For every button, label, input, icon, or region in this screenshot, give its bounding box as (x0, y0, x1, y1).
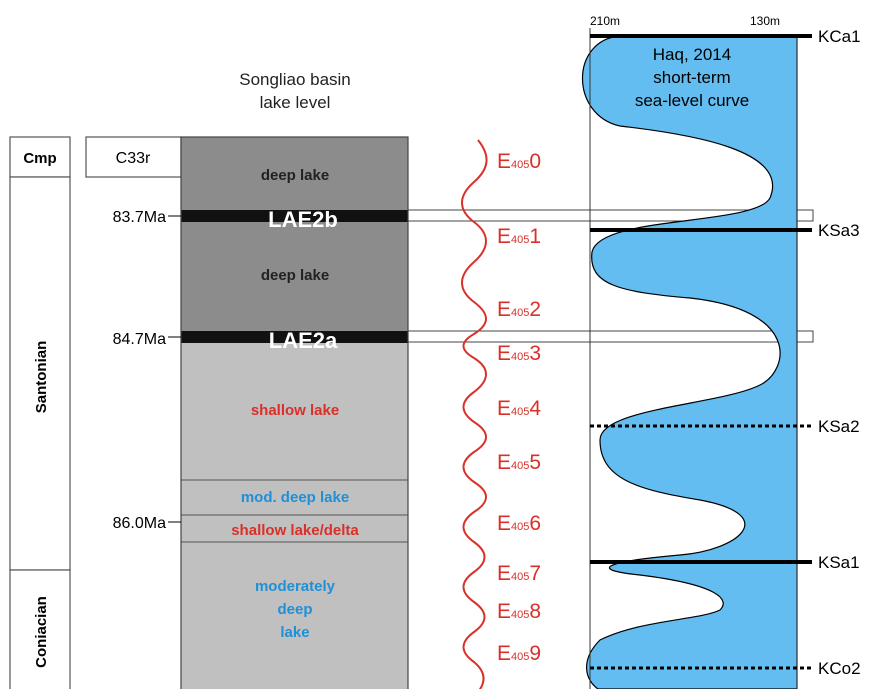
interval-shallow-lake (181, 343, 408, 480)
band-lae2b (181, 210, 408, 222)
lake-level-column: deep lake LAE2b deep lake LAE2a shallow … (180, 136, 409, 689)
label-deep-word: deep (277, 601, 312, 618)
age-84-7: 84.7Ma (113, 331, 166, 348)
e405-8: E4058 (497, 600, 541, 623)
correlation-box-lae2b (407, 209, 814, 222)
e405-labels: E4050 E4051 E4052 E4053 E4054 E4055 E405… (497, 150, 541, 665)
curve-title-3: sea-level curve (635, 91, 749, 110)
chron-label: C33r (116, 150, 151, 167)
label-deep-lake-middle: deep lake (261, 267, 329, 284)
e405-3: E4053 (497, 342, 541, 365)
curve-title-1: Haq, 2014 (653, 45, 731, 64)
e405-9: E4059 (497, 642, 541, 665)
correlation-box-lae2a (407, 330, 814, 343)
sea-level-fill (581, 35, 798, 689)
interval-mod-deep-lake (181, 480, 408, 515)
interval-deep-lake-middle (181, 222, 408, 331)
title-line-1: Songliao basin (239, 70, 351, 89)
stage-santonian-label: Santonian (33, 341, 50, 414)
label-shallow-delta: shallow lake/delta (231, 522, 359, 539)
label-ksa1: KSa1 (818, 553, 860, 572)
interval-moderately-deep-lake (181, 542, 408, 689)
e405-5: E4055 (497, 451, 541, 474)
e405-wave (461, 139, 488, 689)
e405-6: E4056 (497, 512, 541, 535)
axis-tick-210m: 210m (590, 14, 620, 28)
e405-7: E4057 (497, 562, 541, 585)
axis-tick-130m: 130m (750, 14, 780, 28)
title-line-2: lake level (260, 93, 331, 112)
label-deep-lake-upper: deep lake (261, 167, 329, 184)
age-axis: 83.7Ma 84.7Ma 86.0Ma (113, 209, 181, 532)
label-lake-word: lake (280, 624, 309, 641)
label-mod-deep-lake: mod. deep lake (241, 489, 349, 506)
e405-2: E4052 (497, 298, 541, 321)
chron-box (85, 136, 182, 178)
stage-santonian-box (9, 176, 71, 571)
stage-cmp-box (9, 136, 71, 178)
interval-deep-lake-upper (181, 137, 408, 210)
curve-title-2: short-term (653, 68, 730, 87)
stage-coniacian-box (9, 569, 71, 689)
label-kca1: KCa1 (818, 27, 861, 46)
stage-column: Cmp Santonian Coniacian (9, 136, 71, 689)
band-lae2a (181, 331, 408, 343)
age-86-0: 86.0Ma (113, 515, 166, 532)
label-moderately: moderately (255, 578, 336, 595)
sequence-boundaries: KCa1 KSa3 KSa2 KSa1 KCo2 (590, 27, 861, 678)
stage-coniacian-label: Coniacian (33, 596, 50, 668)
interval-shallow-delta (181, 515, 408, 542)
sea-level-panel: 210m 130m Haq, 2014 short-term sea-level… (581, 14, 798, 689)
label-shallow-lake: shallow lake (251, 402, 339, 419)
stage-cmp-label: Cmp (23, 150, 56, 167)
e405-1: E4051 (497, 225, 541, 248)
age-83-7: 83.7Ma (113, 209, 166, 226)
label-ksa3: KSa3 (818, 221, 860, 240)
label-lae2b: LAE2b (268, 207, 338, 232)
lake-column-border (180, 136, 409, 689)
label-kco2: KCo2 (818, 659, 861, 678)
e405-4: E4054 (497, 397, 541, 420)
label-ksa2: KSa2 (818, 417, 860, 436)
e405-0: E4050 (497, 150, 541, 173)
label-lae2a: LAE2a (269, 328, 338, 353)
